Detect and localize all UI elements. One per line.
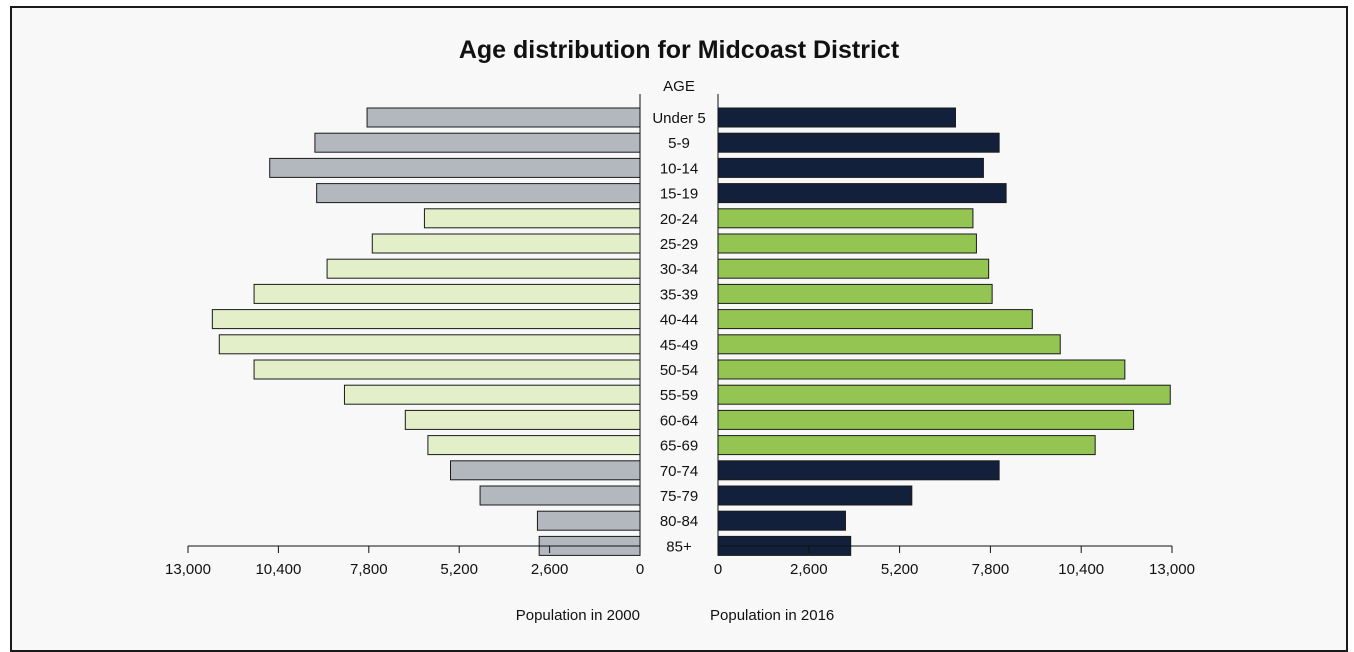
age-group-label: 15-19 [660,186,698,203]
bar-2016 [717,157,984,178]
bar-2016 [717,409,1135,430]
bar-2016 [717,183,1007,204]
left-tick-label: 0 [636,561,644,578]
bar-2000 [314,132,641,153]
bar-2000 [427,435,641,456]
bar-2016 [717,283,993,304]
left-tick-label: 2,600 [531,561,569,578]
bar-2000 [343,384,641,405]
bar-2016 [717,107,956,128]
bar-2000 [404,409,641,430]
axes: 13,000 10,400 7,800 5,200 2,600 0 0 2,600 5,200 7… [165,94,1195,578]
age-group-label: 50-54 [660,362,698,379]
bar-2016 [717,460,1000,481]
age-group-label: 40-44 [660,312,698,329]
bar-2000 [450,460,641,481]
bar-2000 [253,359,641,380]
category-axis-label: AGE [663,78,695,95]
bar-2000 [536,510,641,531]
bar-2000 [366,107,641,128]
chart-title: Age distribution for Midcoast District [459,36,900,64]
bar-2000 [218,334,641,355]
age-labels: Under 5 5-9 10-14 15-19 20-24 25-29 30-34 35-39… [652,110,705,555]
age-group-label: 20-24 [660,211,698,228]
age-group-label: 5-9 [668,135,690,152]
bar-2016 [717,384,1171,405]
bar-2016 [717,208,974,229]
age-group-label: 55-59 [660,387,698,404]
age-group-label: 30-34 [660,261,698,278]
population-pyramid-chart: Age distribution for Midcoast District A… [165,36,1195,624]
right-tick-label: 13,000 [1149,561,1195,578]
right-tick-label: 5,200 [881,561,919,578]
bar-2016 [717,485,913,506]
age-group-label: 10-14 [660,160,698,177]
bar-2000 [423,208,641,229]
age-group-label: 45-49 [660,337,698,354]
age-group-label: 70-74 [660,463,698,480]
bar-2016 [717,132,1000,153]
bar-2016 [717,258,990,279]
bar-2016 [717,510,846,531]
bar-2000 [371,233,641,254]
age-group-label: Under 5 [652,110,705,127]
bars-2000 [211,107,641,556]
bar-2000 [479,485,641,506]
age-group-label: 25-29 [660,236,698,253]
left-tick-label: 13,000 [165,561,211,578]
left-tick-label: 5,200 [440,561,478,578]
left-tick-label: 10,400 [255,561,301,578]
bar-2000 [326,258,641,279]
bar-2016 [717,309,1033,330]
bar-2016 [717,334,1061,355]
right-tick-label: 10,400 [1058,561,1104,578]
right-axis-title: Population in 2016 [710,607,834,624]
left-tick-label: 7,800 [350,561,388,578]
right-tick-label: 7,800 [972,561,1010,578]
bars-2016 [717,107,1171,556]
bar-2016 [717,359,1126,380]
bar-2016 [717,233,977,254]
age-group-label: 60-64 [660,412,698,429]
bar-2000 [253,283,641,304]
chart-frame: Age distribution for Midcoast District A… [10,6,1348,652]
age-group-label: 35-39 [660,286,698,303]
age-group-label: 65-69 [660,438,698,455]
age-group-label: 85+ [666,538,692,555]
right-tick-label: 2,600 [790,561,828,578]
right-tick-label: 0 [714,561,722,578]
bar-2000 [211,309,641,330]
bar-2000 [316,183,641,204]
age-group-label: 80-84 [660,513,698,530]
left-axis-title: Population in 2000 [516,607,640,624]
bar-2000 [269,157,641,178]
bar-2016 [717,435,1096,456]
age-group-label: 75-79 [660,488,698,505]
